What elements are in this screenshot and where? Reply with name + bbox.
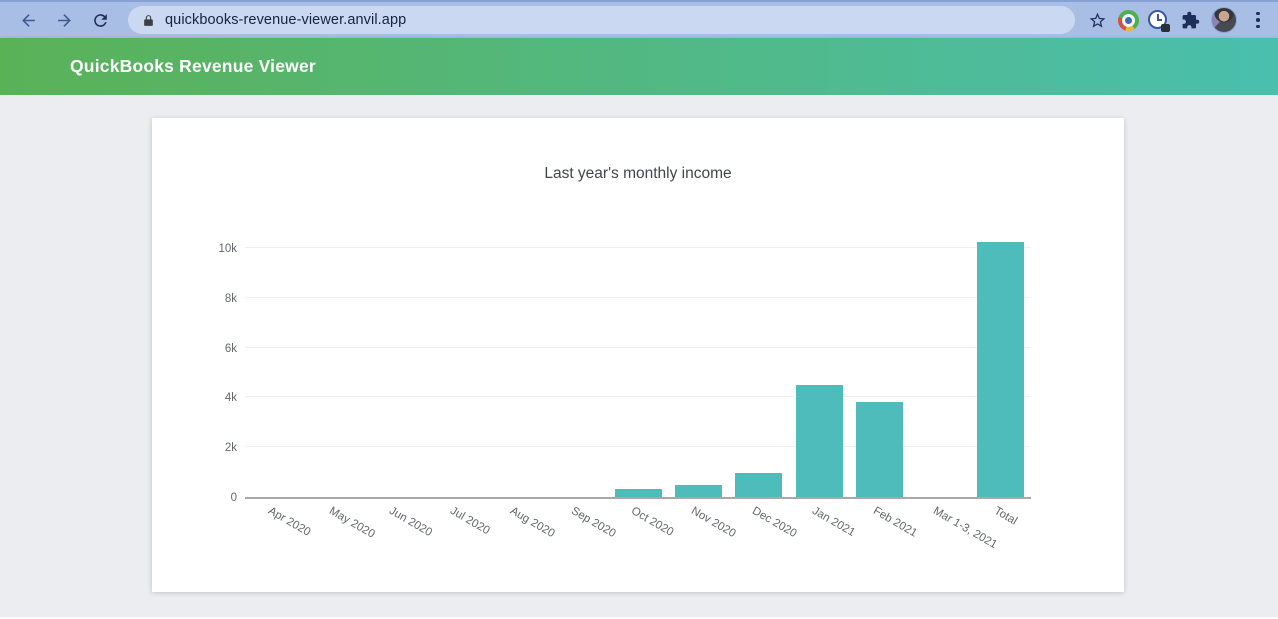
- profile-avatar[interactable]: [1211, 7, 1237, 33]
- x-tick-label: Aug 2020: [508, 505, 557, 541]
- page-background: Last year's monthly income 0 2k 4k 6k 8k 10k A…: [0, 95, 1278, 617]
- x-tick-label: Jul 2020: [447, 505, 492, 538]
- gridline: [245, 346, 1031, 348]
- y-tick-label: 0: [230, 492, 237, 504]
- browser-toolbar: quickbooks-revenue-viewer.anvil.app: [0, 0, 1278, 38]
- bar-dec-2020[interactable]: [735, 473, 783, 497]
- lock-icon: [144, 14, 153, 26]
- reload-icon[interactable]: [86, 6, 114, 34]
- x-tick-label: Oct 2020: [629, 505, 676, 539]
- bar-chart-plot: 0 2k 4k 6k 8k 10k Apr 2020 May 2020 Jun 2020 Jul …: [218, 241, 1031, 551]
- page-title: QuickBooks Revenue Viewer: [70, 56, 316, 76]
- gridline: [245, 396, 1031, 398]
- forward-icon[interactable]: [50, 6, 78, 34]
- app-header: QuickBooks Revenue Viewer: [0, 38, 1278, 95]
- x-tick-label: Total: [991, 505, 1019, 528]
- x-tick-label: Mar 1-3, 2021: [931, 505, 1000, 552]
- chart-title: Last year's monthly income: [544, 165, 732, 182]
- x-tick-label: Sep 2020: [568, 505, 618, 541]
- y-tick-label: 6k: [224, 342, 237, 355]
- chart-card: Last year's monthly income 0 2k 4k 6k 8k 10k A…: [152, 118, 1124, 592]
- bookmark-star-icon[interactable]: [1085, 8, 1109, 32]
- back-icon[interactable]: [14, 6, 42, 34]
- extensions-puzzle-icon[interactable]: [1178, 8, 1202, 32]
- x-tick-label: May 2020: [326, 505, 377, 541]
- y-tick-label: 8k: [224, 292, 237, 305]
- bar-total[interactable]: [977, 241, 1025, 497]
- bar-nov-2020[interactable]: [674, 485, 722, 497]
- address-bar[interactable]: quickbooks-revenue-viewer.anvil.app: [128, 6, 1075, 34]
- x-tick-label: Nov 2020: [689, 505, 739, 541]
- x-tick-label: Jun 2020: [387, 505, 435, 540]
- y-tick-label: 2k: [224, 442, 237, 455]
- gridline: [245, 446, 1031, 448]
- gridline: [245, 296, 1031, 298]
- bar-jan-2021[interactable]: [795, 384, 843, 497]
- x-tick-label: Apr 2020: [266, 505, 313, 539]
- bar-feb-2021[interactable]: [856, 402, 904, 497]
- x-tick-label: Dec 2020: [749, 505, 799, 541]
- globe-extension-icon[interactable]: [1118, 9, 1139, 31]
- url-text: quickbooks-revenue-viewer.anvil.app: [165, 12, 407, 28]
- menu-kebab-icon[interactable]: [1246, 8, 1270, 32]
- y-tick-label: 4k: [224, 392, 237, 405]
- y-tick-label: 10k: [218, 243, 237, 255]
- x-tick-label: Feb 2021: [870, 505, 919, 540]
- gridline: [245, 247, 1031, 248]
- clock-extension-icon[interactable]: [1148, 9, 1170, 32]
- bar-oct-2020[interactable]: [614, 489, 662, 497]
- toolbar-right-cluster: [1085, 7, 1270, 33]
- x-tick-label: Jan 2021: [810, 505, 858, 540]
